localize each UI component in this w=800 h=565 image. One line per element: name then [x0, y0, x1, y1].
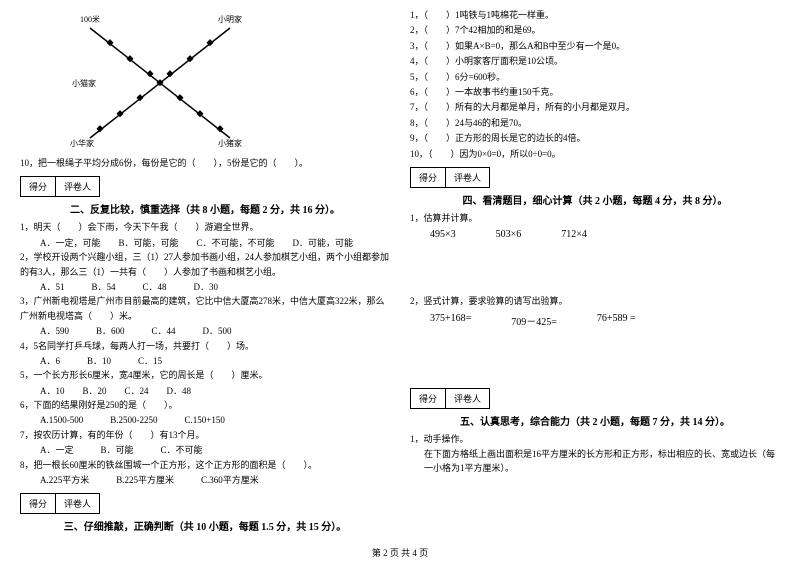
tf-2: 2，（ ）7个42相加的和是69。: [410, 23, 780, 37]
tf-7: 7，（ ）所有的大月都是单月，所有的小月都是双月。: [410, 100, 780, 114]
q2-6: 6，下面的结果刚好是250的是（ ）。: [20, 398, 390, 412]
score-label: 得分: [20, 493, 56, 514]
q2-2-opts: A．51 B．54 C．48 D．30: [20, 280, 390, 294]
sec4-row1: 495×3 503×6 712×4: [410, 229, 780, 240]
section-2-title: 二、反复比较，慎重选择（共 8 小题，每题 2 分，共 16 分）。: [20, 201, 390, 216]
graph-label-tr: 小明家: [218, 14, 242, 24]
grader-label: 评卷人: [56, 176, 100, 197]
graph-label-ml: 小猫家: [72, 78, 96, 88]
sec5-p2: 在下面方格纸上画出面积是16平方厘米的长方形和正方形，标出相应的长、宽或边长（每…: [410, 447, 780, 476]
question-10: 10，把一根绳子平均分成6份，每份是它的（ ），5份是它的（ ）。: [20, 156, 390, 170]
score-box-sec2: 得分 评卷人: [20, 176, 390, 197]
calc-4: 375+168=: [430, 313, 471, 328]
tf-3: 3，（ ）如果A×B=0，那么A和B中至少有一个是0。: [410, 39, 780, 53]
q2-4: 4，5名同学打乒乓球，每两人打一场，共要打（ ）场。: [20, 339, 390, 353]
tf-4: 4，（ ）小明家客厅面积是10公顷。: [410, 54, 780, 68]
q2-8: 8，把一根长60厘米的铁丝围城一个正方形，这个正方形的面积是（ ）。: [20, 458, 390, 472]
sec5-p1: 1，动手操作。: [410, 432, 780, 446]
q2-2: 2，学校开设两个兴趣小组，三（1）27人参加书画小组，24人参加棋艺小组，两个小…: [20, 250, 390, 279]
q2-1-opts: A．一定，可能 B．可能，可能 C．不可能，不可能 D．可能，可能: [20, 236, 390, 250]
score-box-sec3: 得分 评卷人: [20, 493, 390, 514]
q2-7-opts: A．一定 B．可能 C．不可能: [20, 443, 390, 457]
tf-5: 5，（ ）6分=600秒。: [410, 70, 780, 84]
graph-label-br: 小猪家: [218, 138, 242, 148]
q2-7: 7，按农历计算，有的年份（ ）有13个月。: [20, 428, 390, 442]
q2-5-opts: A．10 B．20 C．24 D．48: [20, 384, 390, 398]
coordinate-graph: 100米 小明家 小猫家 小华家 小猪家: [70, 8, 250, 148]
score-label: 得分: [410, 388, 446, 409]
tf-1: 1，（ ）1吨铁与1吨棉花一样重。: [410, 8, 780, 22]
q2-5: 5，一个长方形长6厘米，宽4厘米，它的周长是（ ）厘米。: [20, 368, 390, 382]
calc-6: 76+589 =: [597, 313, 636, 328]
q2-8-opts: A.225平方米 B.225平方厘米 C.360平方厘米: [20, 473, 390, 487]
sec4-row2: 375+168= 709－425= 76+589 =: [410, 313, 780, 328]
graph-label-tl: 100米: [80, 14, 100, 24]
grader-label: 评卷人: [446, 388, 490, 409]
page-footer: 第 2 页 共 4 页: [0, 546, 800, 559]
section-4-title: 四、看清题目，细心计算（共 2 小题，每题 4 分，共 8 分）。: [410, 192, 780, 207]
calc-3: 712×4: [561, 229, 587, 240]
score-label: 得分: [410, 167, 446, 188]
sec4-p1: 1，估算并计算。: [410, 211, 780, 225]
graph-label-bl: 小华家: [70, 138, 94, 148]
calc-1: 495×3: [430, 229, 456, 240]
grader-label: 评卷人: [56, 493, 100, 514]
calc-5: 709－425=: [511, 313, 557, 328]
tf-8: 8，（ ）24与46的和是70。: [410, 116, 780, 130]
section-3-title: 三、仔细推敲，正确判断（共 10 小题，每题 1.5 分，共 15 分）。: [20, 518, 390, 533]
tf-6: 6，（ ）一本故事书约重150千克。: [410, 85, 780, 99]
score-label: 得分: [20, 176, 56, 197]
q2-6-opts: A.1500-500 B.2500-2250 C.150+150: [20, 413, 390, 427]
q2-1: 1，明天（ ）会下雨，今天下午我（ ）游遍全世界。: [20, 220, 390, 234]
q2-3-opts: A．590 B．600 C．44 D．500: [20, 324, 390, 338]
grader-label: 评卷人: [446, 167, 490, 188]
score-box-sec5: 得分 评卷人: [410, 388, 780, 409]
score-box-sec4: 得分 评卷人: [410, 167, 780, 188]
sec4-p2: 2，竖式计算，要求验算的请写出验算。: [410, 294, 780, 308]
calc-2: 503×6: [496, 229, 522, 240]
tf-9: 9，（ ）正方形的周长是它的边长的4倍。: [410, 131, 780, 145]
q2-4-opts: A．6 B．10 C．15: [20, 354, 390, 368]
section-5-title: 五、认真思考，综合能力（共 2 小题，每题 7 分，共 14 分）。: [410, 413, 780, 428]
q2-3: 3，广州新电视塔是广州市目前最高的建筑，它比中信大厦高278米，中信大厦高322…: [20, 294, 390, 323]
tf-10: 10，（ ）因为0×0=0，所以0÷0=0。: [410, 147, 780, 161]
